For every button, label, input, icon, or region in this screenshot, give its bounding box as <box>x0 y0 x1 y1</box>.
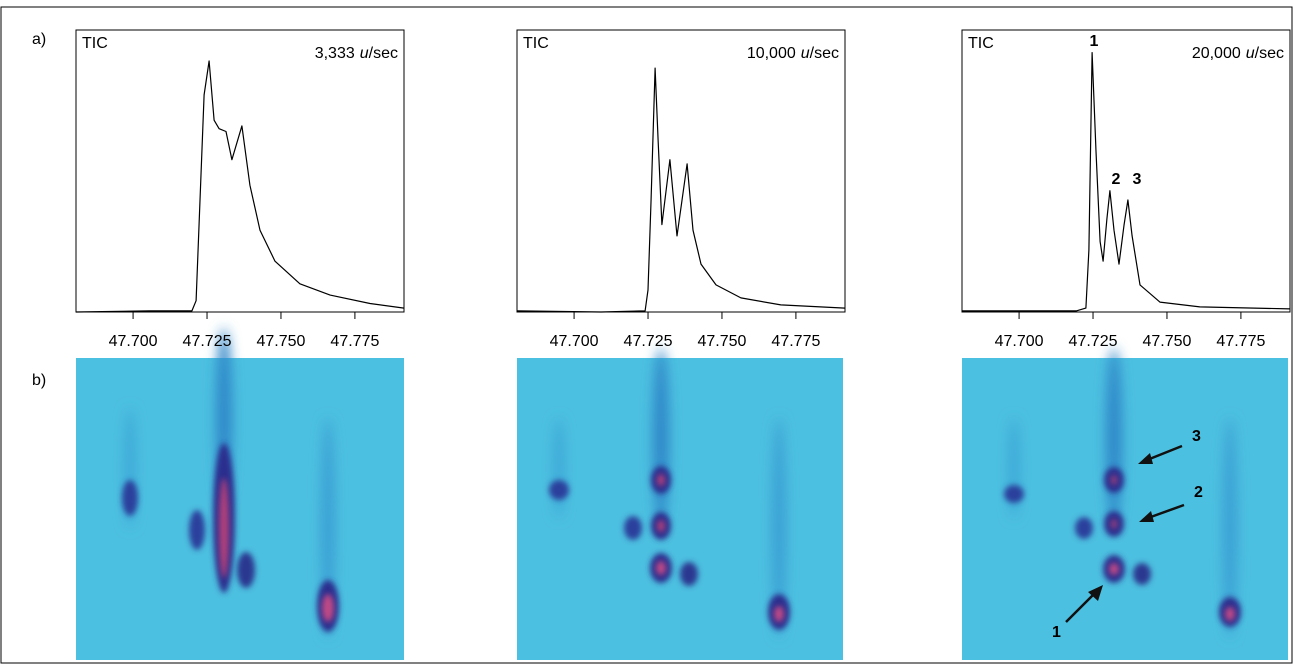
x-tick-label: 47.775 <box>1216 333 1265 350</box>
panel-label: b) <box>32 372 46 389</box>
frame <box>0 6 1293 664</box>
x-tick-label: 47.750 <box>697 333 746 350</box>
tic-trace <box>75 60 405 313</box>
x-tick-label: 47.700 <box>550 333 599 350</box>
rate: 20,000 <box>1192 45 1241 62</box>
rate-unit: u <box>360 45 369 62</box>
x-tick-label: 47.725 <box>1069 333 1118 350</box>
chart-title: TIC <box>82 35 108 52</box>
heatmap-image <box>76 328 404 660</box>
x-tick-label: 47.775 <box>771 333 820 350</box>
heatmap-image: 3 2 1 <box>962 348 1288 660</box>
panel-label: a) <box>32 31 46 48</box>
rate-suffix: /sec <box>810 45 839 62</box>
plot-frame <box>516 29 846 313</box>
x-tick-label: 47.725 <box>624 333 673 350</box>
x-tick-label: 47.750 <box>1142 333 1191 350</box>
rate-suffix: /sec <box>369 45 398 62</box>
chart-subtitle: 20,000 u/sec <box>1192 45 1284 62</box>
chart-title: TIC <box>523 35 549 52</box>
rate-unit: u <box>1246 45 1255 62</box>
x-tick-label: 47.750 <box>256 333 305 350</box>
arrow-label: 2 <box>1194 484 1203 501</box>
tic-trace <box>516 67 846 313</box>
rate-suffix: /sec <box>1255 45 1284 62</box>
rate: 10,000 <box>747 45 796 62</box>
chart-subtitle: 3,333 u/sec <box>315 45 398 62</box>
rate-unit: u <box>801 45 810 62</box>
peak-label: 1 <box>1090 33 1099 50</box>
arrow-label: 1 <box>1052 624 1061 641</box>
heatmap-image <box>517 348 843 660</box>
tic-trace <box>962 52 1291 312</box>
chart-subtitle: 10,000 u/sec <box>747 45 839 62</box>
x-tick-label: 47.700 <box>109 333 158 350</box>
arrow-label: 3 <box>1192 428 1201 445</box>
plot-frame <box>961 29 1291 313</box>
x-tick-label: 47.775 <box>330 333 379 350</box>
chart-title: TIC <box>968 35 994 52</box>
x-tick-label: 47.725 <box>183 333 232 350</box>
plot-frame <box>75 29 405 313</box>
peak-label: 2 <box>1112 171 1121 188</box>
rate: 3,333 <box>315 45 355 62</box>
peak-label: 3 <box>1133 171 1142 188</box>
x-tick-label: 47.700 <box>995 333 1044 350</box>
